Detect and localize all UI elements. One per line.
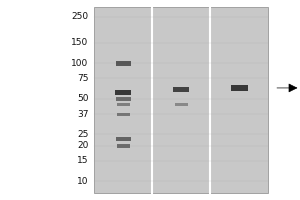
Text: 25: 25 xyxy=(77,130,88,139)
Bar xyxy=(116,97,130,101)
Bar xyxy=(116,61,130,66)
Text: 15: 15 xyxy=(77,156,88,165)
Bar xyxy=(117,144,130,148)
Text: 37: 37 xyxy=(77,110,88,119)
Text: 10: 10 xyxy=(77,177,88,186)
Bar xyxy=(116,137,130,141)
Text: 20: 20 xyxy=(77,141,88,150)
Bar xyxy=(94,7,268,193)
Bar xyxy=(115,90,131,95)
Bar xyxy=(175,103,188,106)
Bar xyxy=(173,87,190,92)
Bar xyxy=(117,113,130,116)
Text: 250: 250 xyxy=(71,12,88,21)
Text: 75: 75 xyxy=(77,74,88,83)
Bar xyxy=(231,85,248,91)
Text: 150: 150 xyxy=(71,38,88,47)
Text: 100: 100 xyxy=(71,59,88,68)
Bar xyxy=(117,103,130,106)
Text: 50: 50 xyxy=(77,94,88,103)
